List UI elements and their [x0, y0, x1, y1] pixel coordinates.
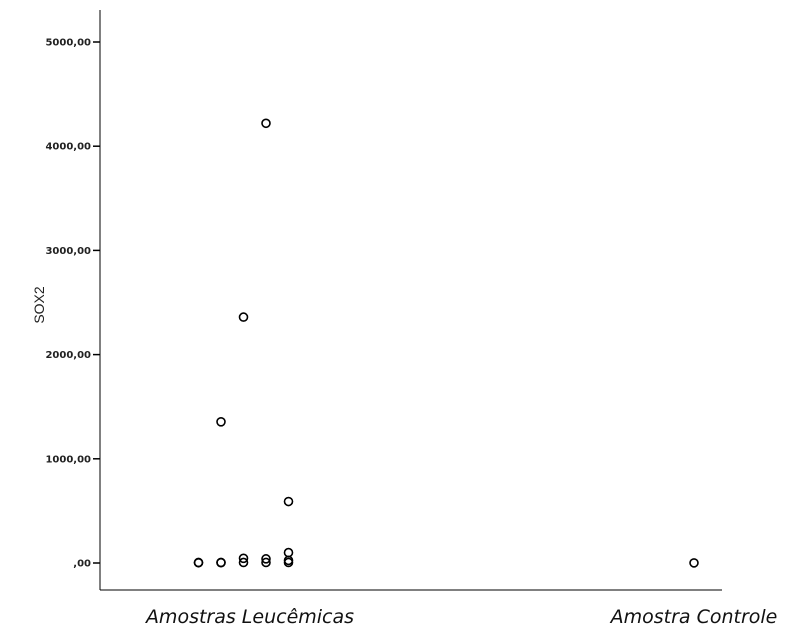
data-point: [283, 547, 294, 558]
y-tick-label: 1000,00: [45, 454, 91, 465]
data-point: [283, 496, 294, 507]
y-tick-label: 3000,00: [45, 246, 91, 257]
x-category-label: Amostras Leucêmicas: [144, 606, 354, 628]
data-point: [193, 557, 204, 568]
data-points: [193, 118, 699, 568]
y-tick-label: 2000,00: [45, 350, 91, 361]
x-category-labels: Amostras Leucêmicas Amostra Controle: [144, 606, 777, 628]
data-point: [238, 553, 249, 564]
data-point: [261, 557, 271, 568]
y-tick-label: 4000,00: [45, 142, 91, 153]
data-point: [238, 312, 249, 322]
x-category-label: Amostra Controle: [609, 606, 778, 628]
data-point: [689, 558, 699, 568]
data-point: [261, 118, 271, 129]
data-point: [261, 554, 271, 564]
data-point: [238, 557, 249, 568]
y-ticks: ,00 1000,00 2000,00 3000,00 4000,00 5000,00: [45, 38, 100, 570]
y-tick-label: ,00: [73, 559, 91, 570]
data-point: [216, 417, 226, 427]
data-point: [216, 557, 226, 568]
y-tick-label: 5000,00: [45, 38, 91, 49]
data-point: [283, 557, 294, 568]
y-axis-title: SOX2: [31, 286, 47, 324]
axes: [99, 10, 722, 591]
